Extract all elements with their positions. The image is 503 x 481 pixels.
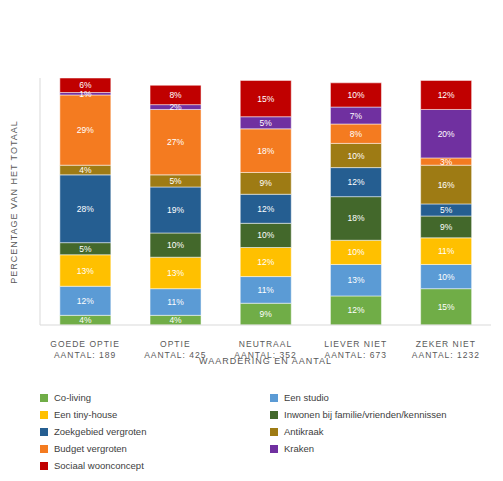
svg-text:3%: 3%: [440, 157, 453, 167]
svg-text:4%: 4%: [79, 315, 92, 325]
svg-text:15%: 15%: [257, 94, 274, 104]
svg-text:11%: 11%: [167, 297, 184, 307]
html-text:Inwonen bij familie/vrienden/k: Inwonen bij familie/vrienden/kennissen: [284, 409, 447, 420]
html-text:WAARDERING EN AANTAL: WAARDERING EN AANTAL: [199, 356, 332, 366]
svg-text:6%: 6%: [79, 80, 92, 90]
svg-text:13%: 13%: [167, 268, 184, 278]
svg-text:18%: 18%: [257, 146, 274, 156]
svg-text:12%: 12%: [438, 90, 455, 100]
svg-text:5%: 5%: [440, 205, 453, 215]
svg-text:10%: 10%: [257, 230, 274, 240]
html-text:Co-living: Co-living: [54, 392, 91, 403]
svg-text:4%: 4%: [79, 165, 92, 175]
html-text:Kraken: Kraken: [284, 443, 315, 454]
svg-text:12%: 12%: [257, 204, 274, 214]
html-text:NEUTRAAL: NEUTRAAL: [238, 339, 293, 349]
svg-text:11%: 11%: [438, 246, 455, 256]
svg-text:28%: 28%: [77, 204, 94, 214]
svg-text:OPTIEAANTAL: 425: OPTIEAANTAL: 425: [144, 339, 206, 360]
svg-text:10%: 10%: [347, 151, 364, 161]
svg-text:16%: 16%: [438, 180, 455, 190]
svg-text:7%: 7%: [350, 111, 363, 121]
html-text:Sociaal woonconcept: Sociaal woonconcept: [54, 460, 144, 471]
svg-text:LIEVER NIETAANTAL: 673: LIEVER NIETAANTAL: 673: [324, 339, 387, 360]
svg-text:10%: 10%: [167, 240, 184, 250]
svg-text:GOEDE OPTIEAANTAL: 189: GOEDE OPTIEAANTAL: 189: [50, 339, 120, 360]
svg-text:4%: 4%: [169, 315, 182, 325]
svg-text:1%: 1%: [79, 88, 92, 99]
svg-text:12%: 12%: [77, 296, 94, 306]
svg-text:12%: 12%: [257, 257, 274, 267]
svg-text:ZEKER NIETAANTAL: 1232: ZEKER NIETAANTAL: 1232: [412, 339, 480, 360]
svg-text:18%: 18%: [347, 213, 364, 223]
svg-text:2%: 2%: [169, 102, 182, 112]
svg-text:11%: 11%: [258, 285, 275, 295]
svg-text:10%: 10%: [347, 90, 364, 100]
svg-text:8%: 8%: [169, 90, 182, 100]
svg-text:9%: 9%: [260, 178, 273, 188]
svg-text:12%: 12%: [347, 177, 364, 187]
html-text:Een tiny-house: Een tiny-house: [54, 409, 118, 420]
svg-text:9%: 9%: [260, 309, 273, 319]
html-text:PERCENTAGE VAN HET TOTAAL: PERCENTAGE VAN HET TOTAAL: [9, 120, 19, 284]
svg-text:27%: 27%: [167, 137, 184, 147]
svg-text:19%: 19%: [167, 205, 184, 215]
svg-text:20%: 20%: [438, 129, 455, 139]
svg-text:13%: 13%: [77, 266, 94, 276]
html-text:Budget vergroten: Budget vergroten: [54, 443, 127, 454]
html-text:Een studio: Een studio: [284, 392, 329, 403]
svg-text:15%: 15%: [438, 302, 455, 312]
svg-text:29%: 29%: [77, 125, 94, 135]
svg-text:5%: 5%: [260, 118, 273, 128]
svg-text:10%: 10%: [347, 247, 364, 257]
html-text:AANTAL: 352: AANTAL: 352: [234, 350, 297, 360]
svg-text:9%: 9%: [440, 222, 453, 232]
svg-text:8%: 8%: [350, 129, 363, 139]
svg-text:5%: 5%: [169, 176, 182, 186]
svg-text:13%: 13%: [347, 275, 364, 285]
svg-text:12%: 12%: [347, 305, 364, 315]
html-text:Zoekgebied vergroten: Zoekgebied vergroten: [54, 426, 147, 437]
svg-text:5%: 5%: [79, 244, 92, 254]
html-text:Antikraak: Antikraak: [284, 426, 324, 437]
svg-text:10%: 10%: [438, 272, 455, 282]
